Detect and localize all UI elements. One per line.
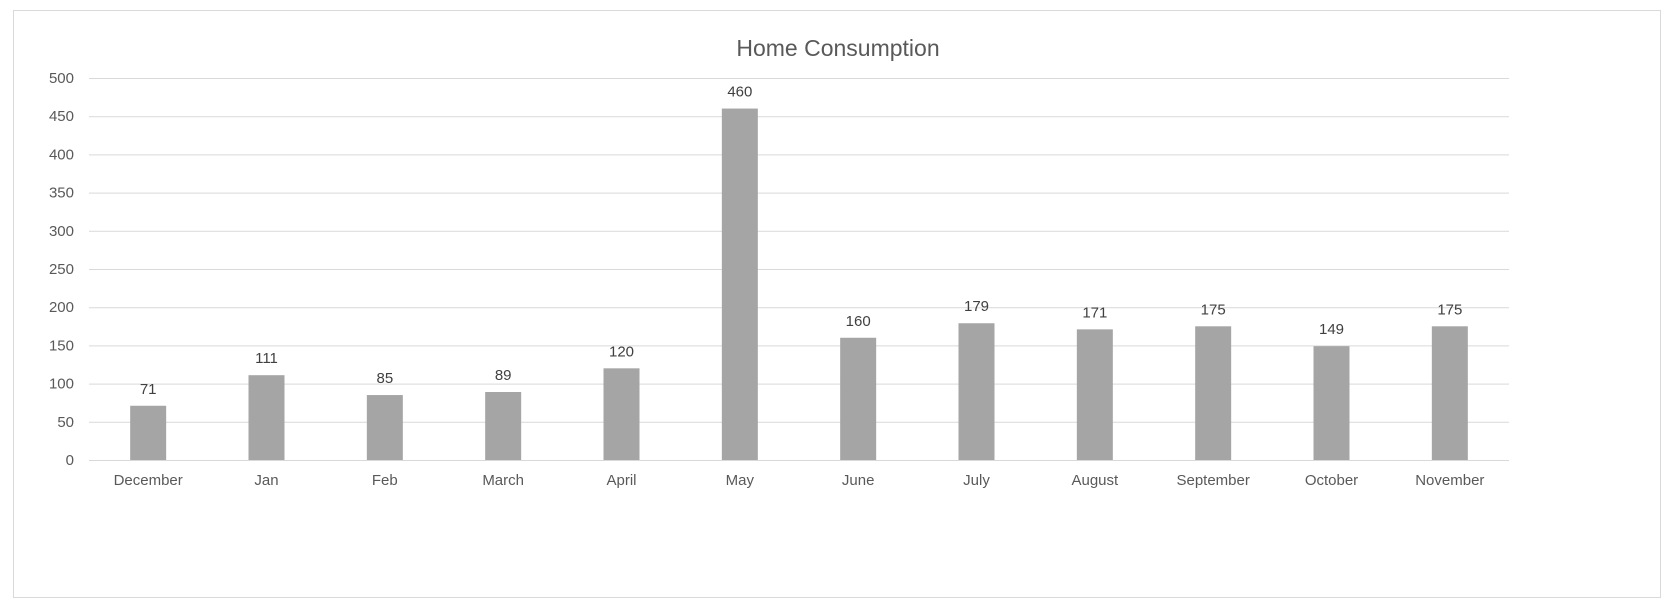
- y-tick-label: 50: [57, 414, 74, 431]
- bar: [1313, 346, 1350, 460]
- bar: [1431, 326, 1468, 460]
- x-tick-label: May: [726, 472, 755, 489]
- data-label: 120: [609, 343, 634, 360]
- x-tick-label: November: [1415, 472, 1484, 489]
- bar: [1195, 326, 1232, 460]
- y-tick-label: 500: [49, 70, 74, 87]
- data-label: 179: [964, 298, 989, 315]
- bar-chart: 0 50 100 150 200 250 300 350 400 450 500 71 111 85 89…: [49, 70, 1509, 489]
- x-tick-label: March: [482, 472, 524, 489]
- gridlines: [89, 78, 1509, 461]
- x-axis-ticks: December Jan Feb March April May June July Augus…: [114, 472, 1485, 489]
- y-axis-ticks: 0 50 100 150 200 250 300 350 400 450 500: [49, 70, 74, 469]
- bar: [1076, 329, 1113, 460]
- bar: [958, 323, 995, 460]
- data-label: 111: [255, 350, 278, 367]
- data-label: 149: [1319, 321, 1344, 338]
- data-label: 85: [376, 370, 393, 387]
- x-tick-label: April: [606, 472, 636, 489]
- y-tick-label: 450: [49, 108, 74, 125]
- bar: [130, 405, 167, 460]
- bar: [840, 337, 877, 460]
- x-tick-label: Feb: [372, 472, 398, 489]
- data-label: 71: [140, 381, 157, 398]
- y-tick-label: 100: [49, 376, 74, 393]
- bar: [485, 392, 522, 460]
- y-tick-label: 250: [49, 261, 74, 278]
- data-labels: 71 111 85 89 120 460 160 179 171 175 149 175: [140, 84, 1463, 398]
- bars: [130, 108, 1468, 460]
- x-tick-label: July: [963, 472, 990, 489]
- data-label: 171: [1082, 304, 1107, 321]
- x-tick-label: September: [1176, 472, 1249, 489]
- y-tick-label: 150: [49, 337, 74, 354]
- data-label: 460: [727, 84, 752, 101]
- x-tick-label: June: [842, 472, 875, 489]
- bar: [721, 108, 758, 460]
- y-tick-label: 350: [49, 185, 74, 202]
- x-tick-label: Jan: [254, 472, 278, 489]
- x-tick-label: December: [114, 472, 183, 489]
- chart-area: Home Consumption 0 50 100 150 200 250 300 350 40…: [13, 10, 1661, 598]
- y-tick-label: 0: [66, 452, 74, 469]
- chart-title: Home Consumption: [736, 35, 940, 61]
- x-tick-label: October: [1305, 472, 1358, 489]
- data-label: 160: [846, 313, 871, 330]
- y-tick-label: 300: [49, 223, 74, 240]
- y-tick-label: 200: [49, 299, 74, 316]
- data-label: 175: [1437, 301, 1462, 318]
- bar: [603, 368, 640, 460]
- y-tick-label: 400: [49, 146, 74, 163]
- bar: [366, 395, 403, 460]
- data-label: 175: [1201, 301, 1226, 318]
- data-label: 89: [495, 367, 512, 384]
- x-tick-label: August: [1071, 472, 1119, 489]
- bar: [248, 375, 285, 460]
